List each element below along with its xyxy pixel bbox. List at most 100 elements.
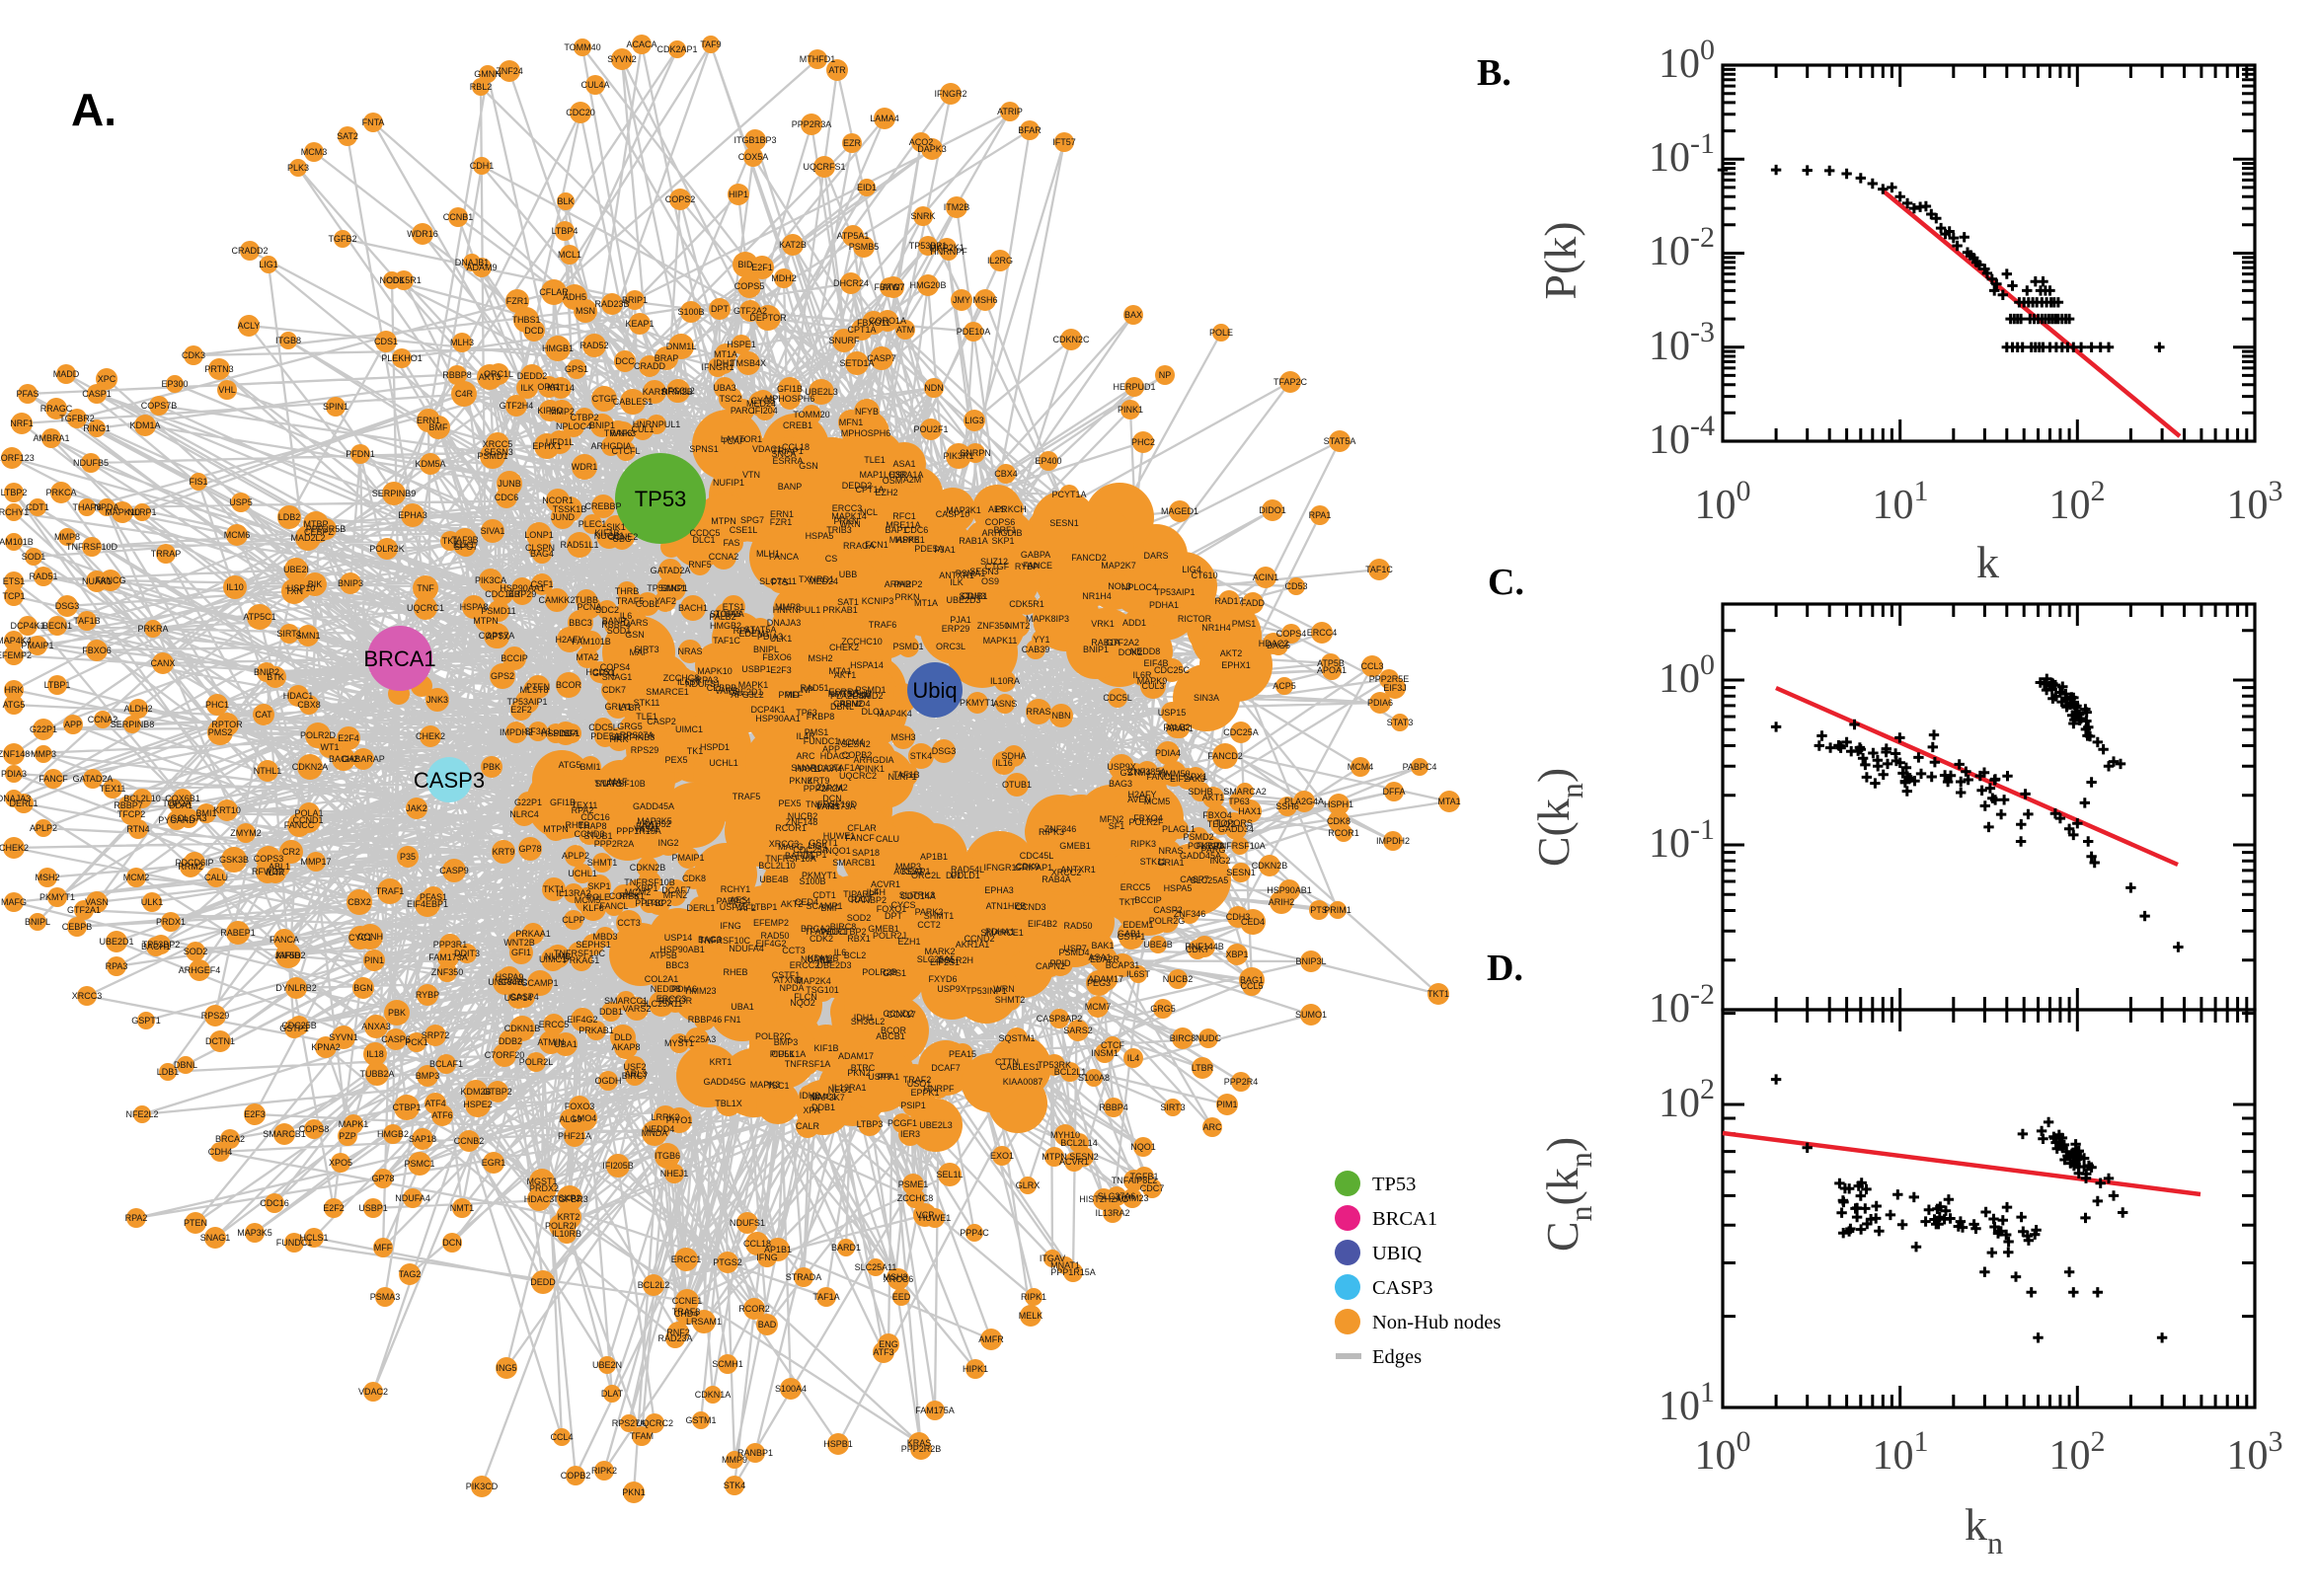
svg-text:UBE2I: UBE2I — [283, 565, 309, 574]
svg-text:ATG5: ATG5 — [559, 760, 581, 770]
svg-text:ADD1: ADD1 — [1122, 618, 1146, 628]
svg-text:TKT1: TKT1 — [1428, 989, 1449, 999]
svg-text:HUWE1: HUWE1 — [919, 1213, 952, 1223]
svg-text:P35: P35 — [400, 852, 416, 862]
svg-text:KRAS: KRAS — [907, 1438, 932, 1448]
svg-text:MLST8: MLST8 — [519, 685, 548, 695]
svg-text:UBE4B: UBE4B — [1143, 940, 1173, 950]
svg-text:CDT1: CDT1 — [812, 890, 836, 900]
svg-text:ATXN3: ATXN3 — [774, 975, 802, 985]
svg-text:BRCA1: BRCA1 — [1372, 1208, 1437, 1230]
svg-text:CDK8: CDK8 — [1327, 816, 1351, 826]
svg-text:PPP2R4: PPP2R4 — [1224, 1077, 1259, 1087]
svg-text:CALU: CALU — [876, 834, 899, 844]
svg-text:EDEM1: EDEM1 — [1122, 920, 1153, 930]
svg-text:BGN: BGN — [353, 983, 373, 993]
svg-text:CDKN2B: CDKN2B — [630, 863, 666, 873]
svg-text:CCNA2: CCNA2 — [709, 552, 739, 562]
svg-text:GMEB1: GMEB1 — [1059, 841, 1091, 851]
svg-text:CLPP: CLPP — [562, 915, 585, 925]
svg-text:IER3: IER3 — [900, 1129, 920, 1139]
svg-text:PRKAA1: PRKAA1 — [515, 929, 551, 939]
svg-text:PRDX2: PRDX2 — [529, 1183, 559, 1193]
svg-text:MAGED1: MAGED1 — [1161, 506, 1198, 516]
svg-text:COPS3: COPS3 — [254, 854, 284, 864]
svg-text:NUDC: NUDC — [1196, 1033, 1221, 1043]
svg-text:KRT10: KRT10 — [213, 805, 241, 815]
svg-text:CCT2: CCT2 — [917, 920, 941, 930]
svg-text:GRG5: GRG5 — [1150, 1004, 1176, 1014]
svg-text:POLR2H: POLR2H — [938, 955, 973, 965]
svg-text:DCD: DCD — [524, 326, 544, 336]
svg-text:SMARCB1: SMARCB1 — [832, 858, 876, 868]
svg-text:RAD51: RAD51 — [29, 571, 57, 581]
svg-text:DCTN1: DCTN1 — [205, 1036, 235, 1046]
svg-text:MCM6: MCM6 — [224, 530, 251, 540]
svg-text:NUCB2: NUCB2 — [788, 811, 818, 821]
svg-text:CDK7: CDK7 — [602, 685, 626, 695]
svg-text:APLP2: APLP2 — [30, 823, 57, 833]
svg-text:DNM1L: DNM1L — [666, 342, 697, 351]
svg-text:ATR: ATR — [828, 65, 846, 75]
svg-text:SYVN1: SYVN1 — [329, 1032, 358, 1042]
svg-text:SIRT3: SIRT3 — [1160, 1102, 1185, 1112]
svg-text:NEDD8: NEDD8 — [651, 984, 681, 994]
svg-text:TEX11: TEX11 — [100, 784, 126, 794]
svg-text:EFEMP2: EFEMP2 — [753, 918, 789, 928]
svg-text:CD53: CD53 — [1284, 581, 1307, 591]
svg-text:COPS2: COPS2 — [665, 194, 696, 204]
svg-text:RBBP4: RBBP4 — [1099, 1102, 1128, 1112]
svg-text:TNFRSF10A: TNFRSF10A — [765, 854, 816, 864]
svg-text:BNIPL: BNIPL — [753, 645, 779, 654]
svg-text:PLA2G4A: PLA2G4A — [1284, 797, 1324, 806]
svg-text:PEX5: PEX5 — [664, 755, 687, 765]
svg-text:DCP4K1: DCP4K1 — [10, 621, 44, 631]
svg-text:JUNB: JUNB — [498, 479, 521, 489]
svg-text:SUZ12: SUZ12 — [980, 557, 1008, 567]
svg-text:PARC: PARC — [731, 406, 755, 416]
svg-text:PSMA3: PSMA3 — [370, 1292, 401, 1302]
svg-text:TAG2: TAG2 — [399, 1269, 422, 1279]
svg-text:MAPK9: MAPK9 — [1137, 676, 1168, 686]
svg-text:PDHA1: PDHA1 — [985, 927, 1015, 937]
svg-text:SPG7: SPG7 — [740, 515, 764, 525]
svg-text:HSPA5: HSPA5 — [1164, 883, 1193, 893]
svg-text:PHC2: PHC2 — [1131, 437, 1155, 447]
svg-text:CCNE2: CCNE2 — [608, 532, 639, 542]
svg-text:SF3A1: SF3A1 — [524, 726, 552, 736]
svg-text:GSTP1: GSTP1 — [279, 1024, 309, 1033]
svg-text:JMY: JMY — [953, 295, 970, 305]
svg-text:MRE11A: MRE11A — [886, 520, 920, 530]
svg-text:TRAF6: TRAF6 — [869, 620, 897, 630]
svg-text:COX17: COX17 — [887, 1010, 916, 1020]
svg-text:APP: APP — [64, 720, 82, 729]
svg-text:CSF1: CSF1 — [530, 579, 553, 589]
svg-text:IFNGR2: IFNGR2 — [934, 89, 966, 99]
svg-text:PINK1: PINK1 — [859, 764, 885, 774]
svg-text:PCNA: PCNA — [577, 602, 601, 612]
svg-text:XRCC3: XRCC3 — [72, 991, 103, 1001]
svg-text:RIPK2: RIPK2 — [591, 1466, 617, 1476]
svg-text:IFT57: IFT57 — [1052, 137, 1076, 147]
svg-text:IFNG: IFNG — [756, 1253, 778, 1262]
svg-text:COPS4: COPS4 — [1276, 629, 1307, 639]
svg-text:NUFIP1: NUFIP1 — [713, 478, 744, 488]
svg-text:CDK9: CDK9 — [1016, 862, 1040, 872]
svg-text:PDIA6: PDIA6 — [1367, 698, 1393, 708]
svg-text:ERCC3: ERCC3 — [656, 994, 687, 1004]
svg-text:UQCRC1: UQCRC1 — [407, 603, 444, 613]
svg-text:NR1H4: NR1H4 — [1201, 623, 1231, 633]
svg-text:STK11: STK11 — [634, 698, 660, 708]
svg-text:BAG4: BAG4 — [530, 549, 554, 559]
svg-text:FOXO3: FOXO3 — [565, 1102, 595, 1111]
svg-text:BNIP2: BNIP2 — [254, 667, 279, 677]
svg-text:MSH2: MSH2 — [35, 873, 59, 882]
svg-text:BCL2L10: BCL2L10 — [123, 794, 161, 803]
svg-text:COPS7A: COPS7A — [479, 631, 515, 641]
svg-text:ACP5: ACP5 — [1273, 681, 1296, 691]
svg-text:RPS29: RPS29 — [201, 1011, 230, 1021]
svg-text:UBA1: UBA1 — [731, 1002, 754, 1012]
svg-text:NDUFA4: NDUFA4 — [729, 944, 764, 953]
svg-text:PRKAG1: PRKAG1 — [564, 955, 600, 965]
svg-text:PMAIP1: PMAIP1 — [21, 641, 53, 650]
